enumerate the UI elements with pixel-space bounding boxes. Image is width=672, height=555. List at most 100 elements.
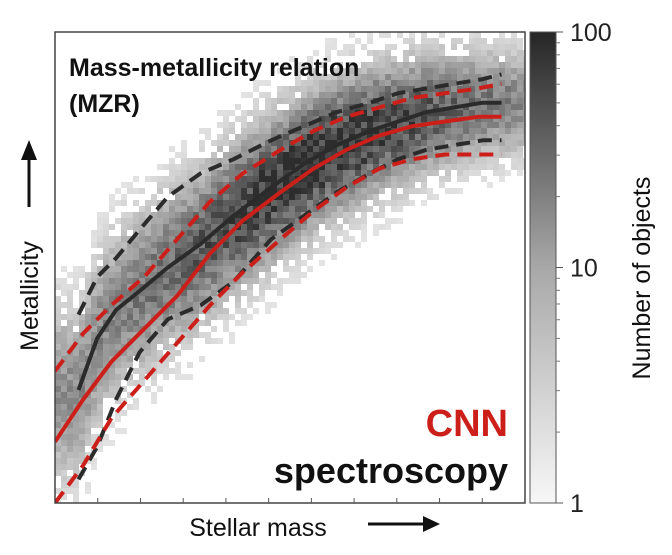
heatmap-cell [409, 170, 415, 176]
heatmap-cell [271, 218, 277, 224]
heatmap-cell [199, 194, 205, 200]
heatmap-cell [493, 92, 499, 98]
heatmap-cell [133, 248, 139, 254]
heatmap-cell [91, 392, 97, 398]
heatmap-cell [451, 80, 457, 86]
heatmap-cell [55, 344, 61, 350]
heatmap-cell [439, 128, 445, 134]
heatmap-cell [391, 122, 397, 128]
heatmap-cell [181, 338, 187, 344]
heatmap-cell [337, 146, 343, 152]
heatmap-cell [133, 278, 139, 284]
heatmap-cell [217, 218, 223, 224]
heatmap-cell [307, 200, 313, 206]
heatmap-cell [337, 128, 343, 134]
heatmap-cell [373, 116, 379, 122]
heatmap-cell [499, 44, 505, 50]
heatmap-cell [103, 338, 109, 344]
heatmap-cell [361, 74, 367, 80]
heatmap-cell [361, 122, 367, 128]
heatmap-cell [487, 128, 493, 134]
heatmap-cell [493, 128, 499, 134]
heatmap-cell [193, 230, 199, 236]
heatmap-cell [481, 134, 487, 140]
heatmap-cell [409, 164, 415, 170]
heatmap-cell [337, 92, 343, 98]
heatmap-cell [133, 344, 139, 350]
heatmap-cell [265, 260, 271, 266]
heatmap-cell [109, 260, 115, 266]
heatmap-cell [487, 44, 493, 50]
heatmap-cell [403, 134, 409, 140]
heatmap-cell [187, 230, 193, 236]
heatmap-cell [73, 278, 79, 284]
heatmap-cell [235, 200, 241, 206]
heatmap-cell [475, 32, 481, 38]
heatmap-cell [115, 284, 121, 290]
heatmap-cell [505, 146, 511, 152]
heatmap-cell [121, 278, 127, 284]
heatmap-cell [109, 320, 115, 326]
heatmap-cell [325, 224, 331, 230]
heatmap-cell [193, 284, 199, 290]
heatmap-cell [139, 356, 145, 362]
heatmap-cell [355, 200, 361, 206]
heatmap-cell [331, 206, 337, 212]
heatmap-cell [55, 284, 61, 290]
heatmap-cell [307, 206, 313, 212]
heatmap-cell [439, 50, 445, 56]
heatmap-cell [283, 212, 289, 218]
heatmap-cell [277, 248, 283, 254]
heatmap-cell [61, 332, 67, 338]
heatmap-cell [205, 272, 211, 278]
heatmap-cell [331, 218, 337, 224]
heatmap-cell [505, 80, 511, 86]
heatmap-cell [253, 188, 259, 194]
heatmap-cell [337, 230, 343, 236]
heatmap-cell [391, 116, 397, 122]
heatmap-cell [283, 278, 289, 284]
heatmap-cell [91, 362, 97, 368]
heatmap-cell [67, 284, 73, 290]
heatmap-cell [229, 266, 235, 272]
heatmap-cell [367, 50, 373, 56]
heatmap-cell [241, 200, 247, 206]
heatmap-cell [151, 260, 157, 266]
heatmap-cell [277, 158, 283, 164]
heatmap-cell [343, 188, 349, 194]
heatmap-cell [181, 290, 187, 296]
heatmap-cell [475, 68, 481, 74]
heatmap-cell [505, 128, 511, 134]
heatmap-cell [217, 260, 223, 266]
heatmap-cell [241, 260, 247, 266]
heatmap-cell [331, 188, 337, 194]
heatmap-cell [325, 206, 331, 212]
heatmap-cell [85, 284, 91, 290]
heatmap-cell [421, 62, 427, 68]
heatmap-cell [247, 254, 253, 260]
heatmap-cell [295, 248, 301, 254]
heatmap-cell [307, 80, 313, 86]
heatmap-cell [451, 140, 457, 146]
heatmap-cell [229, 146, 235, 152]
heatmap-cell [319, 74, 325, 80]
heatmap-cell [517, 122, 523, 128]
heatmap-cell [79, 356, 85, 362]
heatmap-cell [511, 134, 517, 140]
heatmap-cell [241, 182, 247, 188]
heatmap-cell [205, 278, 211, 284]
heatmap-cell [409, 74, 415, 80]
heatmap-cell [439, 158, 445, 164]
heatmap-cell [121, 290, 127, 296]
heatmap-cell [331, 224, 337, 230]
heatmap-cell [235, 254, 241, 260]
heatmap-cell [253, 296, 259, 302]
heatmap-cell [139, 296, 145, 302]
heatmap-cell [289, 200, 295, 206]
heatmap-cell [151, 308, 157, 314]
heatmap-cell [517, 110, 523, 116]
heatmap-cell [61, 290, 67, 296]
heatmap-cell [325, 116, 331, 122]
heatmap-cell [61, 494, 67, 500]
heatmap-cell [421, 158, 427, 164]
